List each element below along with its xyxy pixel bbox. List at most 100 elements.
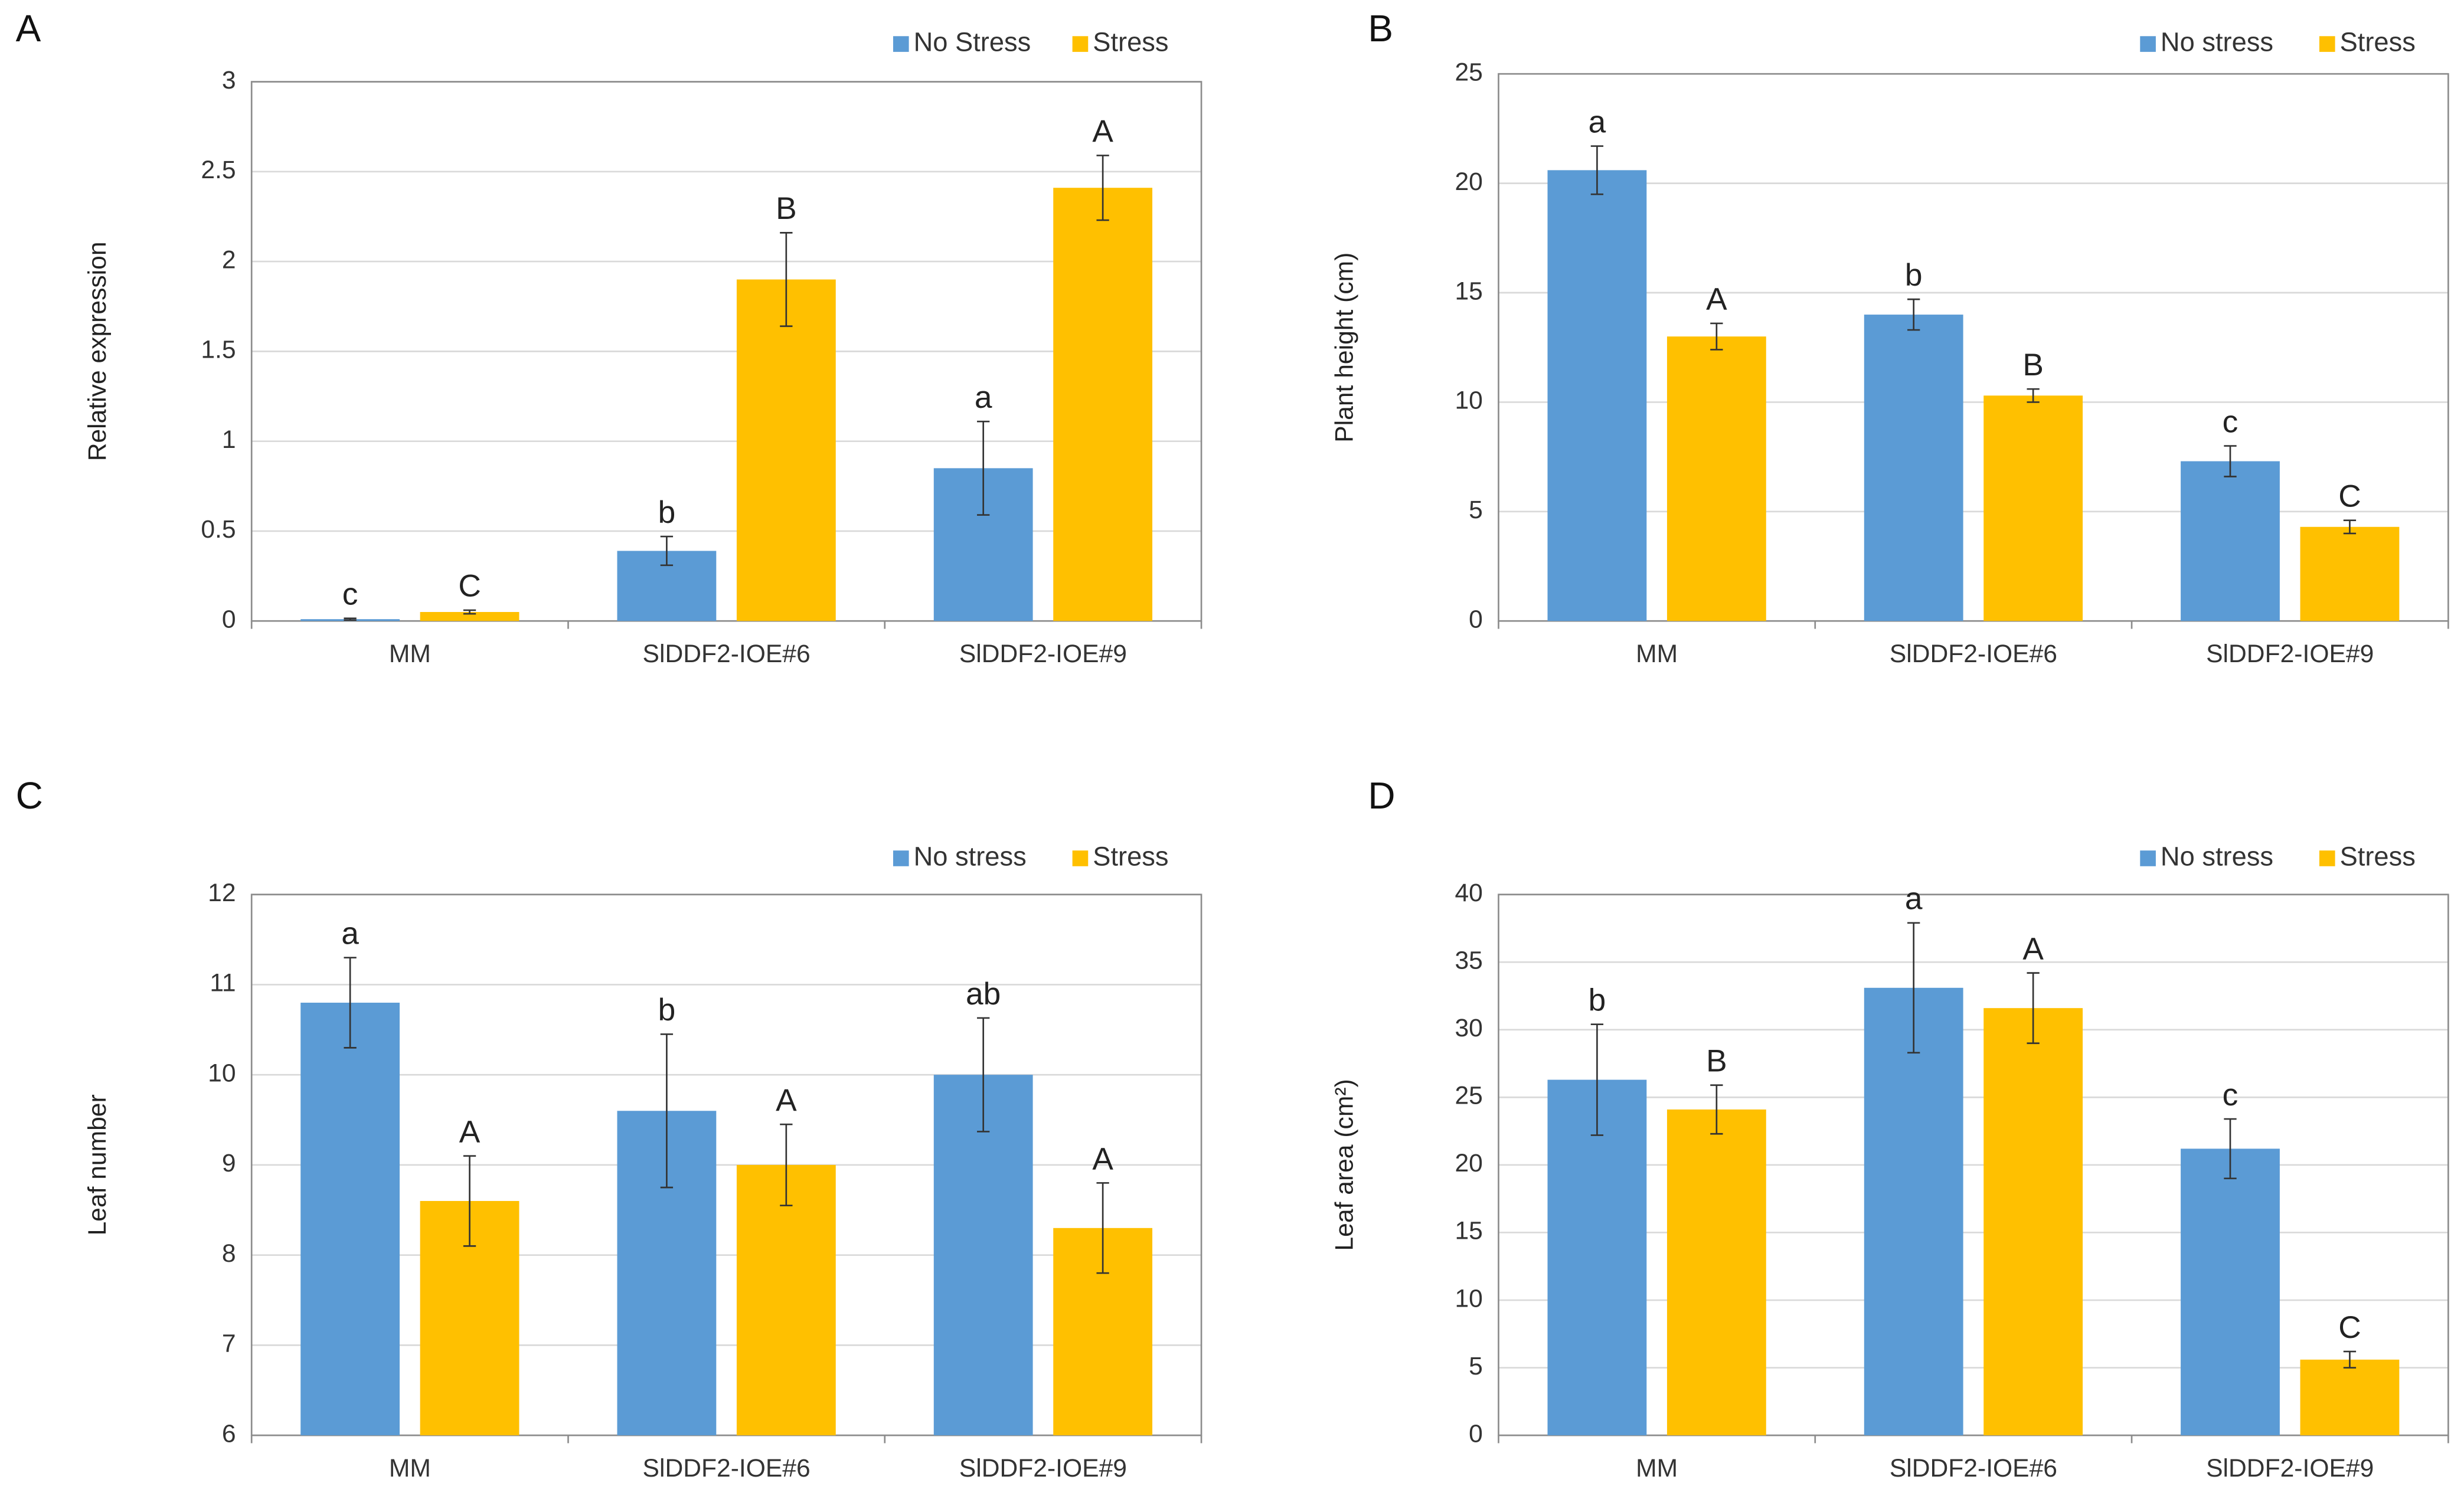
legend-label: Stress bbox=[1093, 841, 1168, 871]
chart-panel: 6 7 8 9 10 11 12 MM a A SlDDF2-IOE#6 b A SlDDF2-IOE#9… bbox=[16, 774, 1202, 1482]
legend-swatch bbox=[2319, 36, 2335, 52]
legend-swatch bbox=[1072, 36, 1089, 52]
bar bbox=[1547, 1079, 1647, 1436]
bar bbox=[1983, 395, 2083, 621]
y-tick-label: 15 bbox=[1455, 1217, 1482, 1245]
x-tick-label: MM bbox=[1636, 1454, 1678, 1482]
y-tick-label: 0 bbox=[1469, 605, 1483, 633]
error-bar bbox=[1096, 155, 1109, 221]
error-bar bbox=[2027, 972, 2040, 1045]
significance-label: A bbox=[2022, 931, 2044, 966]
bar bbox=[1547, 170, 1647, 621]
bar bbox=[1053, 188, 1153, 621]
significance-label: A bbox=[1092, 114, 1113, 149]
plot-frame bbox=[250, 81, 1202, 622]
y-tick-label: 20 bbox=[1455, 168, 1482, 196]
y-tick-label: 35 bbox=[1455, 947, 1482, 975]
y-tick-label: 30 bbox=[1455, 1014, 1482, 1042]
significance-label: B bbox=[2022, 348, 2044, 382]
significance-label: A bbox=[776, 1083, 797, 1118]
significance-label: A bbox=[1706, 282, 1727, 317]
bar bbox=[1666, 336, 1766, 621]
y-tick-label: 2.5 bbox=[201, 156, 236, 184]
x-tick-label: SlDDF2-IOE#9 bbox=[2206, 640, 2374, 668]
significance-label: b bbox=[1905, 258, 1923, 293]
legend-label: No stress bbox=[2161, 27, 2273, 57]
error-bar bbox=[660, 535, 674, 567]
legend-label: Stress bbox=[1093, 27, 1168, 57]
chart-panel: 0 5 10 15 20 25 MM a A SlDDF2-IOE#6 b B SlDDF2-IOE#9… bbox=[1330, 7, 2449, 668]
error-bar bbox=[344, 617, 357, 621]
y-tick-label: 3 bbox=[222, 66, 236, 94]
y-tick-label: 9 bbox=[222, 1149, 236, 1177]
error-bar bbox=[2224, 1118, 2237, 1180]
significance-label: a bbox=[1905, 882, 1923, 917]
y-axis-label: Plant height (cm) bbox=[1330, 253, 1358, 443]
error-bar bbox=[463, 1155, 476, 1247]
legend-label: No stress bbox=[2161, 841, 2273, 871]
bar bbox=[2181, 1148, 2280, 1436]
y-tick-label: 11 bbox=[210, 969, 236, 997]
significance-label: A bbox=[1092, 1141, 1113, 1176]
x-tick-label: SlDDF2-IOE#9 bbox=[2206, 1454, 2374, 1482]
significance-label: b bbox=[658, 993, 676, 1027]
plot-frame bbox=[1498, 73, 2449, 622]
y-axis-label: Leaf area (cm²) bbox=[1330, 1079, 1358, 1251]
y-tick-label: 0 bbox=[222, 605, 236, 633]
significance-label: c bbox=[342, 577, 358, 611]
plot-frame bbox=[250, 893, 1202, 1436]
bar bbox=[420, 612, 519, 621]
significance-label: c bbox=[2223, 1078, 2238, 1112]
error-bar bbox=[1907, 298, 1920, 331]
panel-label: D bbox=[1368, 774, 1395, 817]
y-tick-label: 2 bbox=[222, 246, 236, 274]
significance-label: C bbox=[458, 569, 481, 604]
y-tick-label: 5 bbox=[1469, 1352, 1483, 1380]
significance-label: a bbox=[341, 916, 359, 951]
y-tick-label: 6 bbox=[222, 1419, 236, 1448]
bar bbox=[933, 1075, 1033, 1436]
significance-label: c bbox=[2223, 404, 2238, 439]
error-bar bbox=[780, 232, 793, 328]
error-bar bbox=[2343, 519, 2357, 535]
chart-panel: 0 0.5 1 1.5 2 2.5 3 MM c C SlDDF2-IOE#6 b B SlDDF2-IO… bbox=[16, 7, 1202, 668]
significance-label: C bbox=[2338, 479, 2361, 513]
error-bar bbox=[1096, 1182, 1109, 1274]
legend-swatch bbox=[2140, 850, 2156, 866]
y-tick-label: 40 bbox=[1455, 879, 1482, 907]
x-tick-label: SlDDF2-IOE#6 bbox=[1890, 640, 2057, 668]
error-bar bbox=[1590, 145, 1604, 195]
y-tick-label: 25 bbox=[1455, 58, 1482, 86]
legend-swatch bbox=[2319, 850, 2335, 866]
legend-label: Stress bbox=[2340, 27, 2416, 57]
significance-label: B bbox=[1706, 1044, 1727, 1079]
y-tick-label: 25 bbox=[1455, 1082, 1482, 1110]
panel-label: C bbox=[16, 774, 43, 817]
y-tick-label: 12 bbox=[208, 879, 236, 907]
significance-label: a bbox=[975, 380, 992, 415]
error-bar bbox=[977, 1017, 990, 1133]
error-bar bbox=[1907, 922, 1920, 1054]
significance-label: A bbox=[459, 1114, 481, 1149]
error-bar bbox=[2027, 388, 2040, 403]
y-tick-label: 5 bbox=[1469, 496, 1483, 524]
error-bar bbox=[463, 609, 476, 615]
y-tick-label: 1 bbox=[222, 426, 236, 454]
bar bbox=[736, 279, 836, 621]
bar bbox=[2300, 526, 2400, 621]
x-tick-label: SlDDF2-IOE#9 bbox=[959, 640, 1127, 668]
legend-swatch bbox=[1072, 850, 1089, 866]
legend-swatch bbox=[893, 36, 909, 52]
bar bbox=[300, 1003, 400, 1436]
error-bar bbox=[2224, 445, 2237, 477]
y-tick-label: 0.5 bbox=[201, 515, 236, 544]
bar bbox=[2181, 461, 2280, 621]
y-tick-label: 10 bbox=[208, 1059, 236, 1087]
error-bar bbox=[660, 1033, 674, 1189]
significance-label: a bbox=[1589, 104, 1606, 139]
panel-label: B bbox=[1368, 7, 1393, 50]
error-bar bbox=[977, 420, 990, 516]
y-tick-label: 1.5 bbox=[201, 336, 236, 364]
